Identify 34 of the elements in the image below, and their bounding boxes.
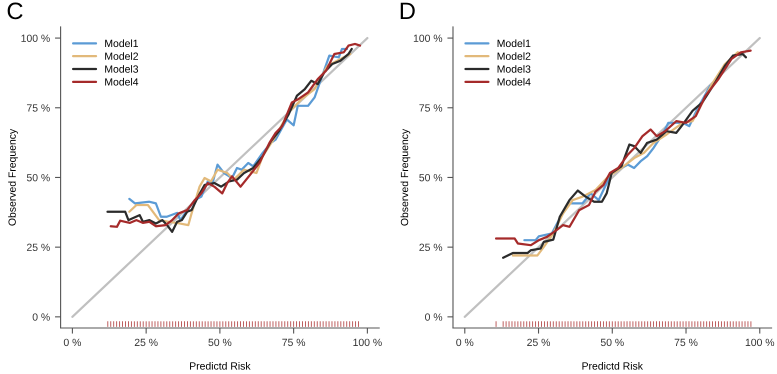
y-tick-label: 75 % — [419, 104, 442, 112]
x-tick-label: 0 % — [456, 338, 474, 346]
chart-title: D — [400, 2, 415, 20]
y-axis-title: Observed Frequency — [400, 128, 410, 226]
y-tick-label: 0 % — [32, 313, 50, 321]
x-tick-label: 75 % — [282, 338, 306, 346]
y-tick-label: 100 % — [414, 34, 442, 42]
y-tick-label: 50 % — [26, 174, 50, 182]
x-tick-label: 50 % — [600, 338, 624, 346]
chart-title: C — [8, 2, 23, 20]
y-tick-label: 25 % — [26, 244, 50, 252]
y-tick-label: 75 % — [26, 104, 50, 112]
legend-label: Model3 — [498, 65, 530, 73]
legend-label: Model1 — [498, 39, 530, 48]
x-axis-title: Predictd Risk — [582, 362, 643, 370]
legend-label: Model2 — [498, 52, 530, 60]
legend-label: Model3 — [105, 65, 138, 73]
legend-label: Model2 — [105, 52, 138, 60]
y-axis-title: Observed Frequency — [8, 128, 18, 226]
x-tick-label: 100 % — [746, 338, 774, 346]
y-tick-label: 100 % — [21, 34, 50, 42]
x-tick-label: 25 % — [527, 338, 550, 346]
x-axis-title: Predictd Risk — [190, 362, 251, 370]
legend-label: Model1 — [105, 39, 138, 48]
x-tick-label: 25 % — [134, 338, 158, 346]
x-tick-label: 100 % — [353, 338, 382, 346]
legend-label: Model4 — [105, 78, 138, 86]
legend-label: Model4 — [498, 78, 531, 86]
y-tick-label: 50 % — [419, 174, 442, 182]
x-tick-label: 75 % — [674, 338, 698, 346]
y-tick-label: 0 % — [425, 313, 442, 321]
x-tick-label: 50 % — [208, 338, 232, 346]
y-tick-label: 25 % — [419, 244, 442, 252]
x-tick-label: 0 % — [64, 338, 82, 346]
